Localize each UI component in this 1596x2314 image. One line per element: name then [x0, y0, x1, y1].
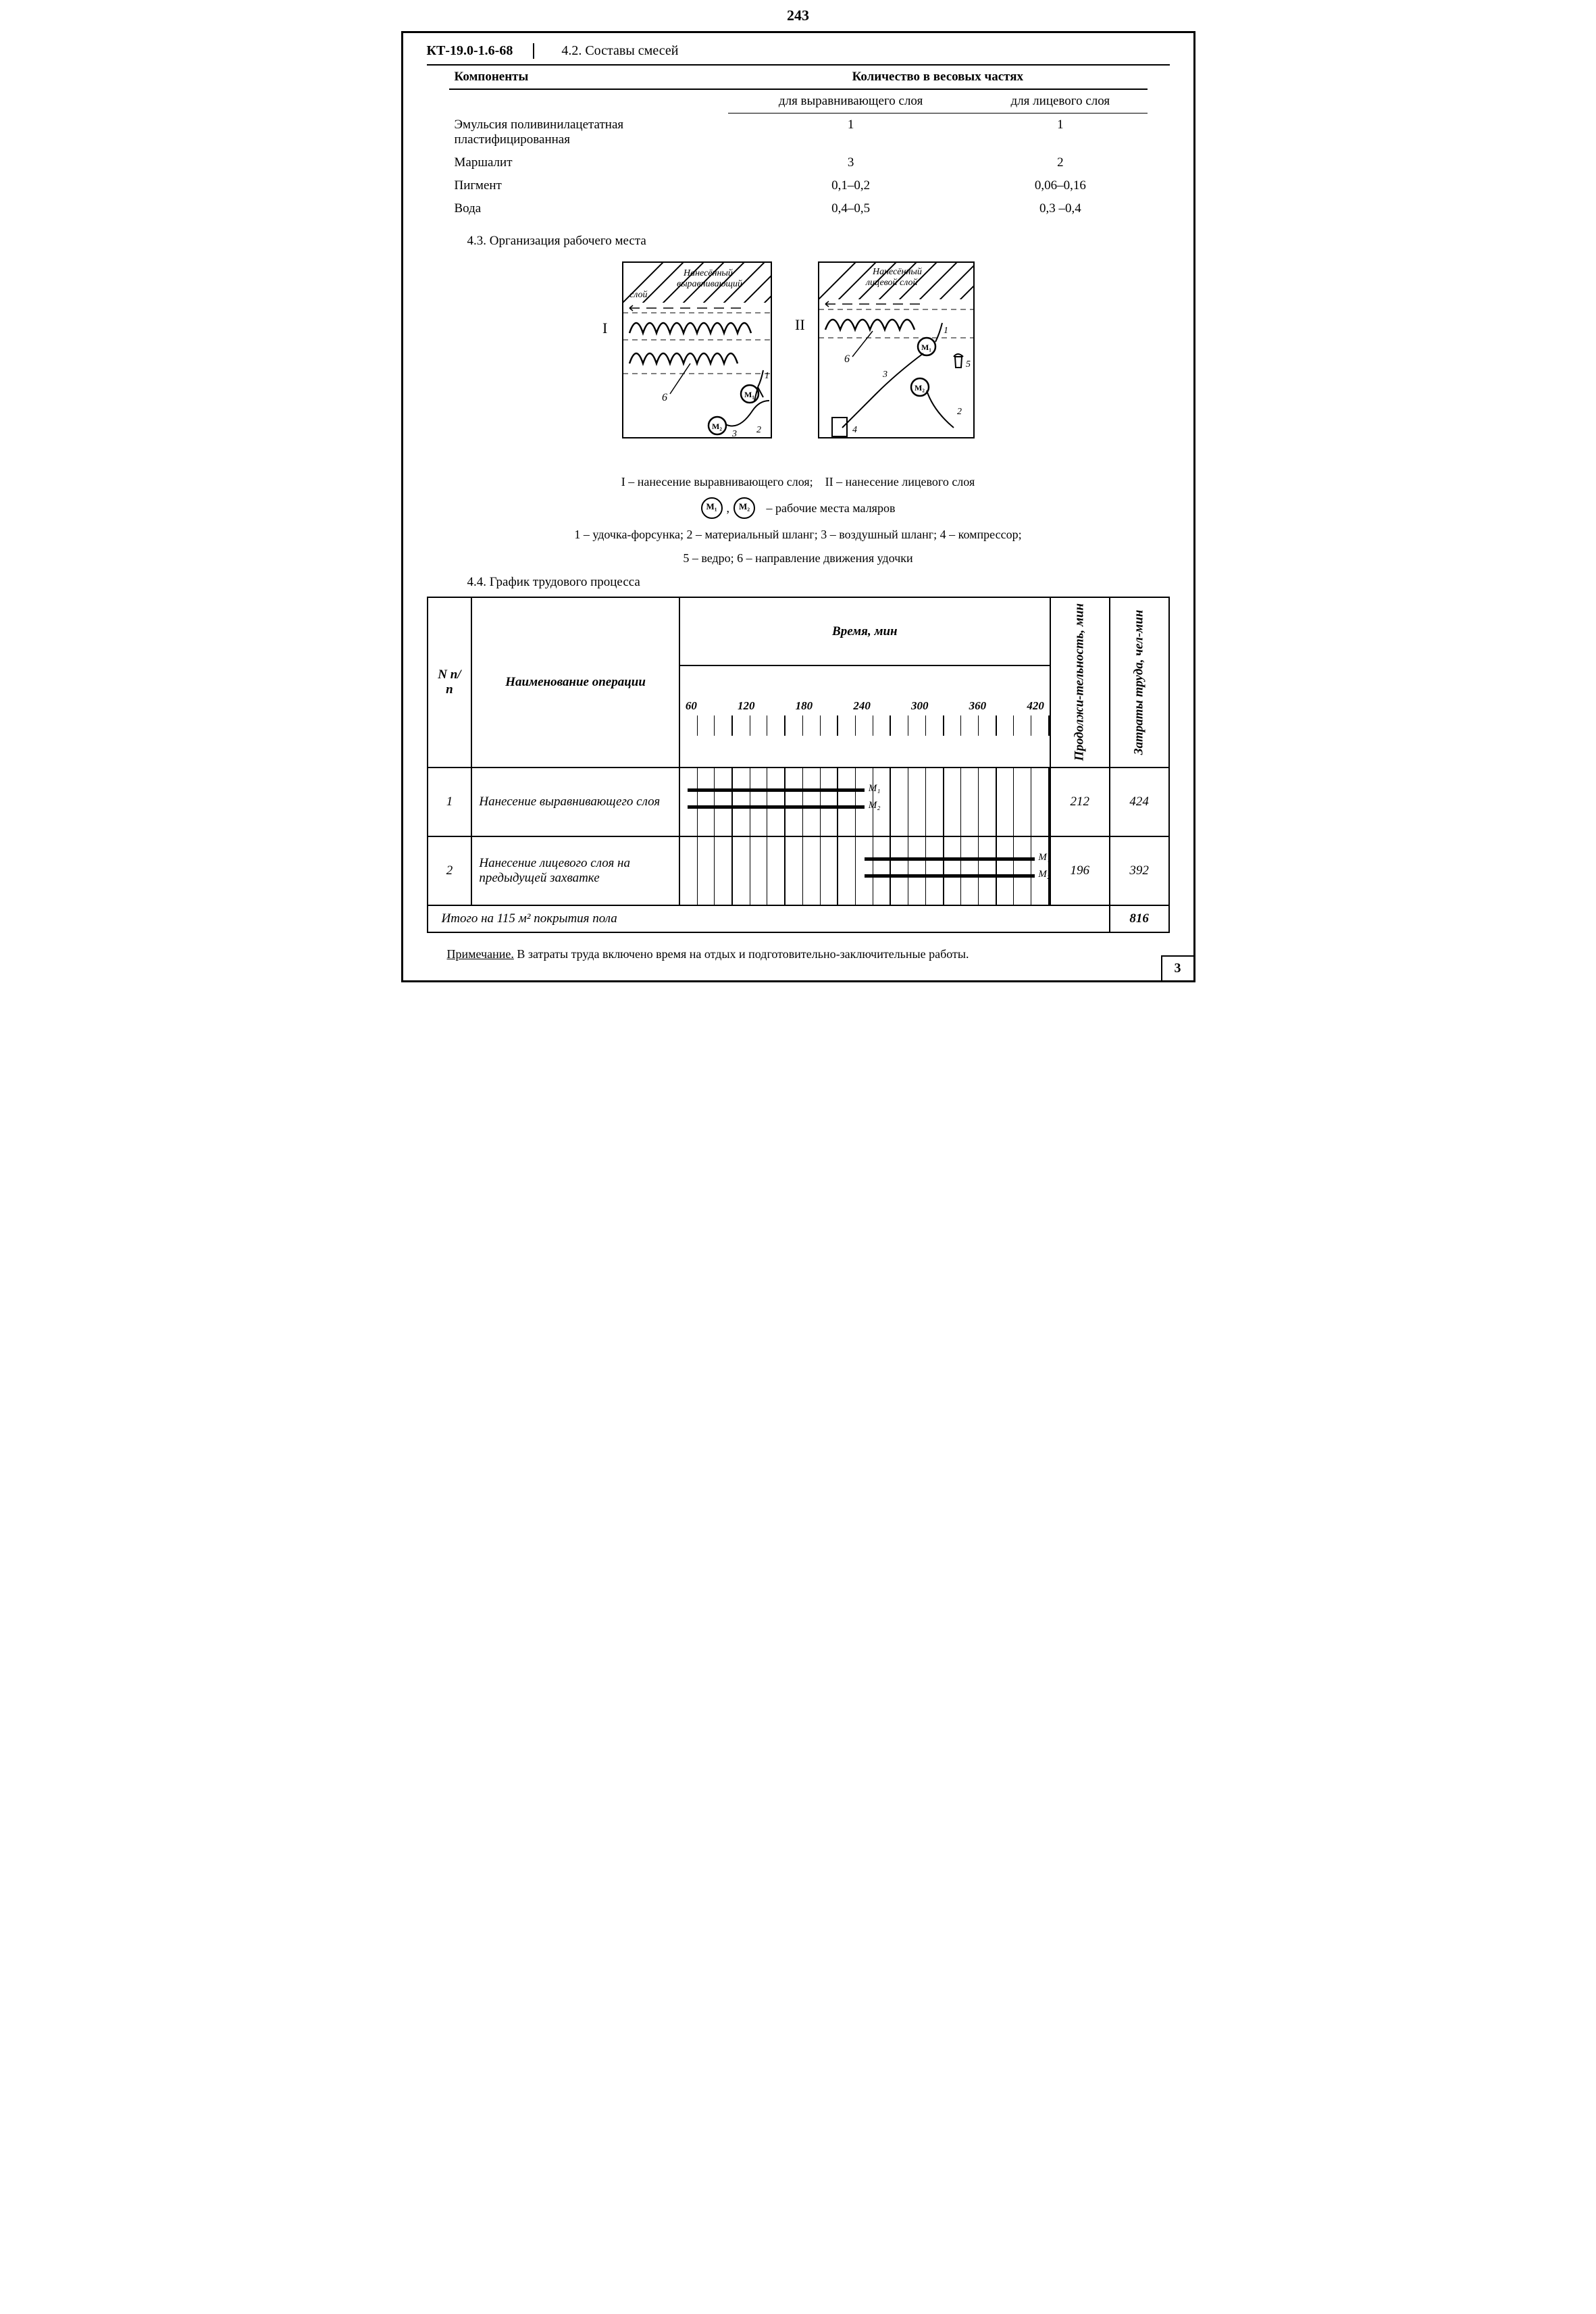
panel2-text1: Нанесённый — [872, 267, 922, 277]
footnote: Примечание. В затраты труда включено вре… — [447, 945, 1150, 963]
doc-code: КТ-19.0-1.6-68 — [427, 43, 535, 59]
header-row: КТ-19.0-1.6-68 4.2. Составы смесей — [427, 33, 1170, 66]
table-44: N п/п Наименование операции Время, мин П… — [427, 597, 1170, 932]
gantt-bar — [865, 857, 1035, 861]
gantt-bar — [688, 805, 865, 809]
th44-op: Наименование операции — [471, 597, 679, 767]
diag-m1b: М₁ — [921, 343, 931, 352]
legend-m1-icon: М₁ — [701, 497, 723, 519]
diag-num5: 5 — [966, 359, 971, 370]
cell-name: Пигмент — [449, 174, 729, 197]
diag-m1a: М₁ — [744, 390, 754, 399]
diag-num3a: 3 — [731, 429, 737, 439]
cell-op: Нанесение выравнивающего слоя — [471, 768, 679, 836]
cell-n: 1 — [428, 768, 472, 836]
gantt-tick: 60 — [686, 699, 697, 713]
gantt-tick: 360 — [969, 699, 987, 713]
table44-row: 1Нанесение выравнивающего слоя М₁ М₂ 212424 — [428, 768, 1169, 836]
cell-name: Эмульсия поливинилацетатная пластифициро… — [449, 114, 729, 151]
cell-b: 1 — [973, 114, 1147, 151]
th-sub-a: для выравнивающего слоя — [728, 89, 973, 114]
diagram-caption: I – нанесение выравнивающего слоя; II – … — [461, 472, 1136, 569]
gantt-tick: 240 — [853, 699, 871, 713]
table44-row: 2Нанесение лицевого слоя на предыдущей з… — [428, 836, 1169, 905]
gantt-tick: 120 — [738, 699, 755, 713]
panel2-text2: лицевой слой — [865, 278, 918, 288]
th-quantity: Количество в весовых частях — [728, 66, 1147, 89]
legend-m-label: – рабочие места маляров — [767, 498, 896, 519]
table42-row: Пигмент0,1–0,20,06–0,16 — [449, 174, 1148, 197]
panel1-text1: Нанесённый — [683, 268, 733, 278]
diag-m2a: М₂ — [712, 422, 722, 431]
td44-total-value: 816 — [1110, 905, 1169, 932]
th44-n: N п/п — [428, 597, 472, 767]
diag-num6b: 6 — [844, 353, 850, 365]
diag-num1b: 1 — [944, 326, 948, 336]
caption-1a: I – нанесение выравнивающего слоя; — [621, 475, 813, 488]
cell-duration: 212 — [1050, 768, 1110, 836]
panel1-label: I — [602, 320, 607, 336]
diag-num6a: 6 — [662, 392, 667, 403]
diag-num4: 4 — [852, 425, 857, 435]
cell-name: Вода — [449, 197, 729, 220]
table-42: Компоненты Количество в весовых частях д… — [449, 66, 1148, 220]
section-43-title: 4.3. Организация рабочего места — [467, 234, 1170, 249]
gantt-bar-label: М₁ — [1038, 852, 1050, 863]
td44-total-label: Итого на 115 м² покрытия пола — [428, 905, 1110, 932]
page-number-top: 243 — [27, 7, 1569, 24]
cell-labor: 392 — [1110, 836, 1169, 905]
caption-1b: II – нанесение лицевого слоя — [825, 475, 975, 488]
cell-gantt: М₁ М₂ — [679, 768, 1050, 836]
diag-num3b: 3 — [882, 370, 887, 380]
gantt-bar — [865, 874, 1035, 878]
th-sub-b: для лицевого слоя — [973, 89, 1147, 114]
caption-3: 1 – удочка-форсунка; 2 – материальный шл… — [461, 524, 1136, 545]
page-frame: КТ-19.0-1.6-68 4.2. Составы смесей Компо… — [401, 31, 1195, 982]
gantt-tick: 300 — [911, 699, 929, 713]
table42-row: Вода0,4–0,50,3 –0,4 — [449, 197, 1148, 220]
cell-a: 0,1–0,2 — [728, 174, 973, 197]
cell-a: 0,4–0,5 — [728, 197, 973, 220]
cell-duration: 196 — [1050, 836, 1110, 905]
cell-op: Нанесение лицевого слоя на предыдущей за… — [471, 836, 679, 905]
caption-4: 5 – ведро; 6 – направление движения удоч… — [461, 548, 1136, 569]
cell-gantt: М₁ М₂ — [679, 836, 1050, 905]
th44-duration: Продолжи-тельность, мин — [1050, 597, 1110, 767]
gantt-tick: 180 — [796, 699, 813, 713]
diag-m2b: М₂ — [915, 383, 925, 393]
diagram-43: Нанесённый выравнивающий слой 6 — [427, 255, 1170, 461]
th44-labor: Затраты труда, чел-мин — [1110, 597, 1169, 767]
gantt-bar-label: М₂ — [1038, 869, 1050, 880]
cell-b: 0,06–0,16 — [973, 174, 1147, 197]
table42-row: Эмульсия поливинилацетатная пластифициро… — [449, 114, 1148, 151]
th44-axis: 60 120 180 240 300 360 420 — [679, 665, 1050, 768]
table42-row: Маршалит32 — [449, 151, 1148, 174]
footnote-label: Примечание. — [447, 947, 514, 961]
cell-b: 0,3 –0,4 — [973, 197, 1147, 220]
gantt-bar-label: М₂ — [869, 800, 881, 811]
gantt-bar-label: М₁ — [869, 783, 881, 795]
workplace-diagram: Нанесённый выравнивающий слой 6 — [582, 255, 1014, 458]
cell-a: 1 — [728, 114, 973, 151]
panel2-label: II — [795, 316, 805, 333]
legend-m2-icon: М₂ — [733, 497, 755, 519]
corner-page-number: 3 — [1161, 955, 1195, 982]
panel1-text2: выравнивающий — [677, 279, 742, 289]
gantt-bar — [688, 788, 865, 792]
section-44-title: 4.4. График трудового процесса — [467, 575, 1170, 590]
cell-labor: 424 — [1110, 768, 1169, 836]
gantt-tick: 420 — [1027, 699, 1044, 713]
cell-b: 2 — [973, 151, 1147, 174]
cell-a: 3 — [728, 151, 973, 174]
diag-num2b: 2 — [957, 407, 962, 417]
panel1-text3: слой — [629, 290, 648, 300]
th44-time: Время, мин — [679, 597, 1050, 665]
diag-num2a: 2 — [756, 425, 761, 435]
cell-n: 2 — [428, 836, 472, 905]
section-42-title: 4.2. Составы смесей — [561, 43, 678, 59]
th-components: Компоненты — [449, 66, 729, 89]
diag-num1a: 1 — [765, 371, 769, 381]
footnote-text: В затраты труда включено время на отдых … — [514, 947, 969, 961]
cell-name: Маршалит — [449, 151, 729, 174]
